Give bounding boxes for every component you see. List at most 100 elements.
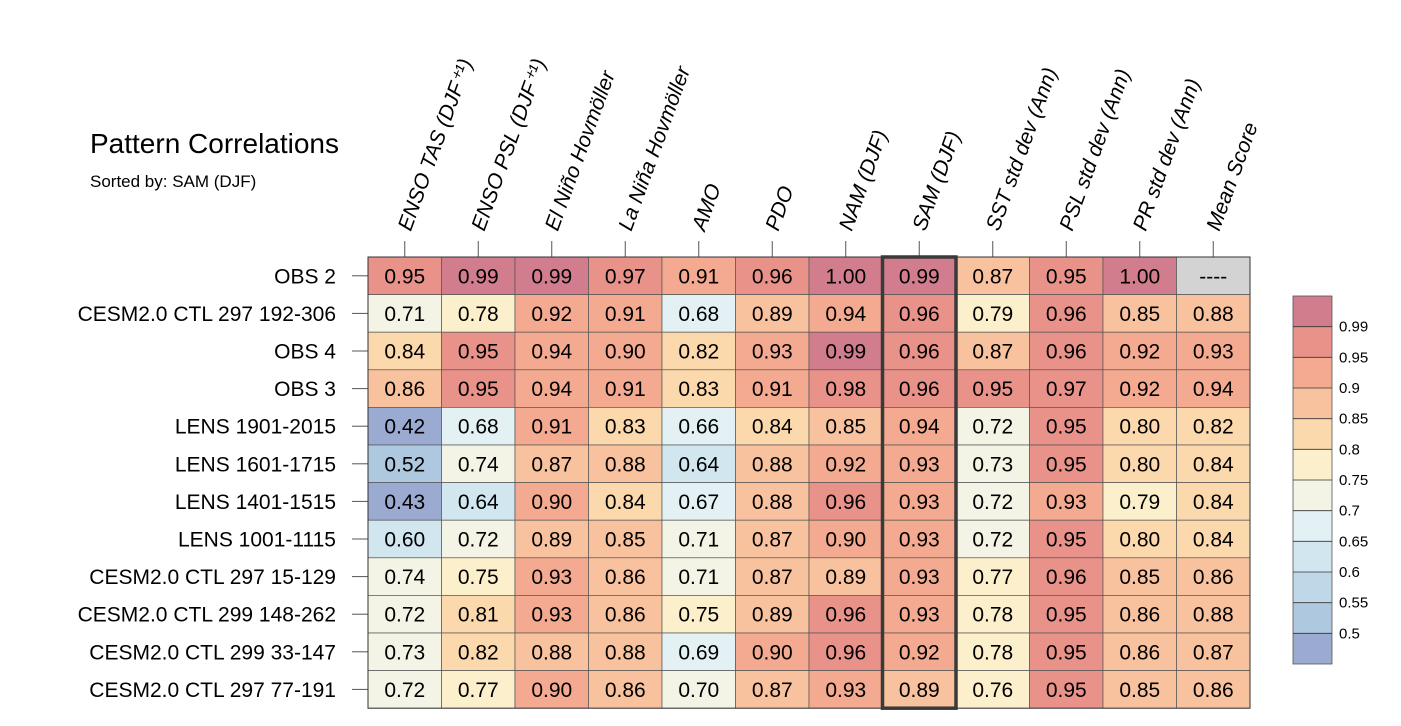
colorbar: 0.99 0.95 0.9 0.85 0.8 0.75 0.7 0.65 0.6 0.55 0.5 [1292,295,1368,665]
heatmap-cell [367,595,442,634]
cell-value: 0.94 [531,341,572,364]
heatmap-cell [808,519,883,559]
heatmap-cell [514,369,589,408]
cell-value: 0.87 [752,529,793,552]
heatmap-cell [1176,444,1251,483]
heatmap-cell [808,444,883,483]
cell-value: 0.82 [458,641,499,664]
cell-value: 0.92 [825,453,866,476]
cell-value: 0.97 [1046,378,1087,401]
cell-value: 0.99 [458,265,499,288]
colorbar-tick-label: 0.99 [1339,319,1368,336]
cell-value: 0.88 [1193,604,1234,627]
heatmap-cell [1102,595,1177,634]
heatmap-cell [1176,256,1251,295]
heatmap-cell [661,407,736,446]
column-label: SAM (DJF) [908,128,965,233]
column-label: SST std dev (Ann) [982,65,1062,234]
heatmap-cell [808,557,883,596]
heatmap-cell [1102,444,1177,483]
cell-value: 0.70 [678,679,719,702]
heatmap-cell [661,519,736,559]
heatmap-cell [661,482,736,521]
cell-value: 0.96 [825,491,866,514]
cell-value: 0.85 [605,529,646,552]
heatmap-cell [1029,670,1104,709]
cell-value: 0.79 [972,303,1013,326]
heatmap-cell [661,369,736,408]
cell-value: 0.80 [1119,416,1160,439]
cell-value: 0.95 [384,265,425,288]
cell-value: 0.89 [752,604,793,627]
heatmap-cell [955,369,1030,408]
heatmap-cell [735,557,810,596]
column-label: ENSO PSL (DJF⁺¹) [467,56,551,234]
column-label: AMO [687,181,726,236]
heatmap-cell [955,670,1030,709]
cell-value: 0.90 [531,491,572,514]
column-label: Mean Score [1202,119,1262,233]
heatmap-cell [808,595,883,634]
row-label: CESM2.0 CTL 297 77-191 [89,679,336,702]
heatmap-cell [1102,632,1177,671]
cell-value: 0.75 [678,604,719,627]
cell-value: 0.88 [605,641,646,664]
heatmap-cell [441,482,516,521]
colorbar-tick-label: 0.7 [1339,503,1360,520]
row-label: OBS 3 [274,378,336,401]
cell-value: 0.94 [531,378,572,401]
cell-value: 0.72 [972,529,1013,552]
cell-value: 0.86 [605,679,646,702]
heatmap-cell [882,407,957,446]
cell-value: 1.00 [1119,265,1160,288]
heatmap-cell [588,369,663,408]
colorbar-band [1293,633,1332,664]
cell-value: 0.84 [1193,529,1234,552]
cell-value: 0.98 [825,378,866,401]
cell-value: 0.95 [972,378,1013,401]
row-label: CESM2.0 CTL 299 33-147 [89,641,336,664]
row-label: OBS 4 [274,341,336,364]
cell-value: 0.89 [752,303,793,326]
cell-value: 0.99 [899,265,940,288]
cell-value: 0.95 [1046,679,1087,702]
cell-value: 0.96 [825,604,866,627]
colorbar-band [1293,480,1332,511]
heatmap-cell [808,407,883,446]
heatmap-cell [367,482,442,521]
cell-value: 0.93 [899,529,940,552]
heatmap-cell [441,331,516,371]
colorbar-tick-label: 0.75 [1339,472,1368,489]
cell-value: 0.85 [1119,566,1160,589]
row-label: LENS 1601-1715 [175,453,336,476]
cell-value: 0.87 [752,566,793,589]
cell-value: 0.71 [384,303,425,326]
heatmap-cell [955,519,1030,559]
heatmap-cell [808,369,883,408]
cell-value: 0.93 [1046,491,1087,514]
cell-value: 0.88 [1193,303,1234,326]
heatmap-cell [1029,407,1104,446]
heatmap-cell [367,407,442,446]
heatmap-cell [1029,557,1104,596]
cell-value: 0.89 [899,679,940,702]
cell-value: 0.87 [531,453,572,476]
heatmap-cell [367,519,442,559]
cell-value: 0.92 [899,641,940,664]
cell-value: 0.95 [1046,529,1087,552]
heatmap-cell [441,407,516,446]
cell-value: 0.88 [752,453,793,476]
cell-value: 0.73 [972,453,1013,476]
cell-value: 0.68 [458,416,499,439]
cell-value: 0.73 [384,641,425,664]
column-labels: ENSO TAS (DJF⁺¹)ENSO PSL (DJF⁺¹)El Niño … [394,56,1263,257]
heatmap-cell [588,331,663,371]
cell-value: 0.96 [825,641,866,664]
cell-value: 0.82 [678,341,719,364]
cell-value: 0.64 [678,453,719,476]
colorbar-band [1293,510,1332,542]
cell-value: 0.84 [1193,453,1234,476]
heatmap-cell [661,670,736,709]
heatmap-cell [1176,482,1251,521]
heatmap-cell [514,407,589,446]
